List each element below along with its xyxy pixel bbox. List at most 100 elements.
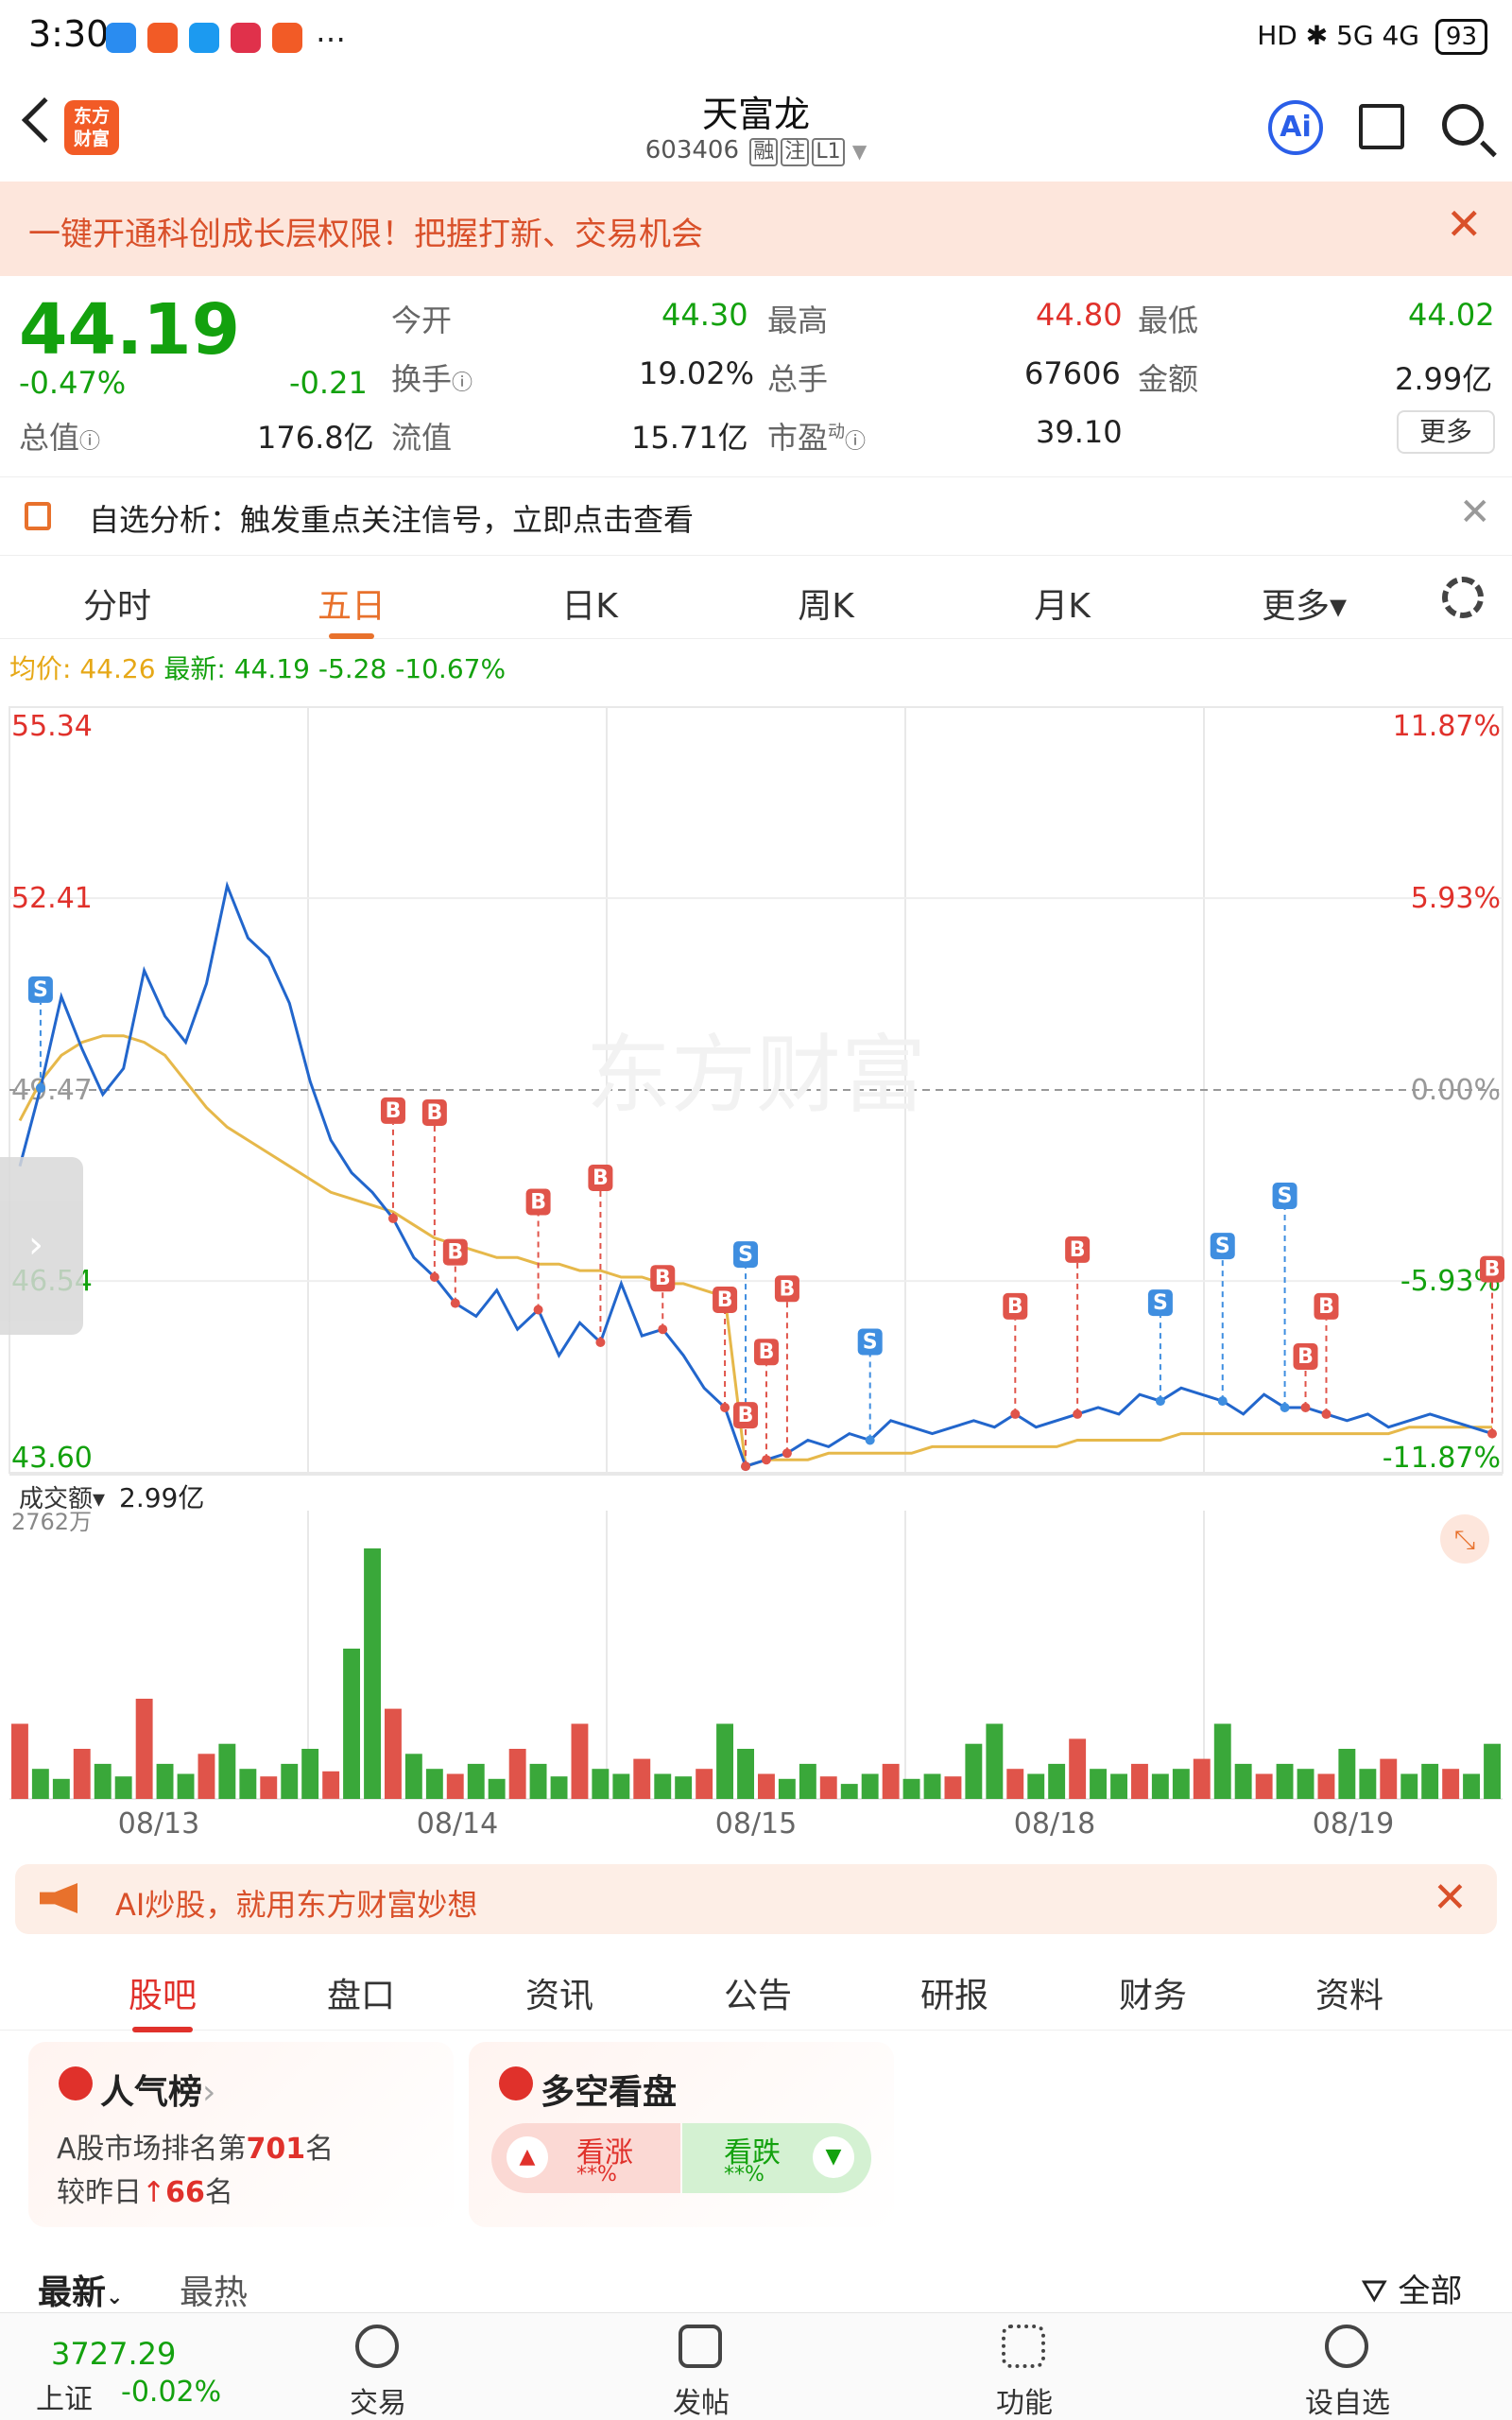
tab-more[interactable]: 更多▾: [1261, 587, 1348, 626]
filter-button[interactable]: ⛛ 全部: [1361, 2273, 1463, 2310]
volume-bar: [1090, 1769, 1107, 1799]
status-bar: 3:30 … HD ✱ 5G 4G 93: [0, 0, 1512, 76]
bull-button[interactable]: ▲ 看涨 **%: [491, 2123, 680, 2193]
volume-bar: [840, 1784, 858, 1799]
popularity-card[interactable]: 人气榜› A股市场排名第701名 较昨日↑66名: [28, 2042, 454, 2227]
tab-five-day[interactable]: 五日: [276, 579, 427, 639]
volume-bar: [1006, 1769, 1024, 1799]
signal-label: B: [655, 1267, 671, 1290]
tab-finance[interactable]: 财务: [1118, 1977, 1187, 2015]
status-right: HD ✱ 5G 4G 93: [1257, 19, 1487, 55]
volume-bar: [1151, 1773, 1169, 1799]
nav-functions[interactable]: 功能: [949, 2313, 1100, 2420]
signal-label: S: [738, 1243, 753, 1267]
index-change[interactable]: -0.02%: [121, 2376, 222, 2409]
trade-icon: [355, 2325, 399, 2368]
price-axis-label: 49.47: [11, 1074, 93, 1107]
close-icon[interactable]: ✕: [1446, 199, 1483, 250]
sell-signal-badge: [857, 1328, 883, 1356]
feed-header: 最新⌄ 最热 ⛛ 全部: [0, 2252, 1512, 2314]
volume-bar: [1359, 1769, 1377, 1799]
signal-dot: [782, 1448, 792, 1459]
volume-max-label: 2762万: [11, 1509, 92, 1535]
signal-label: S: [1215, 1235, 1230, 1258]
tab-research[interactable]: 研报: [919, 1977, 988, 2015]
volume-bar: [799, 1763, 816, 1799]
chart-icon: [59, 2066, 93, 2100]
volume-bar: [778, 1778, 796, 1799]
volume-bar: [114, 1776, 132, 1799]
rank-change-line: 较昨日↑66名: [57, 2176, 233, 2209]
volume-bar: [1338, 1749, 1356, 1799]
expand-icon: [1440, 1514, 1489, 1564]
volume-bar: [1131, 1763, 1148, 1799]
signal-dot: [720, 1403, 730, 1413]
edit-icon: [679, 2325, 722, 2368]
index-value[interactable]: 3727.29: [51, 2336, 177, 2372]
market-cap-label: 总值ⓘ: [19, 420, 101, 456]
change-percent: -0.47%: [19, 365, 127, 401]
volume-value: 67606: [1024, 355, 1121, 391]
volume-total: 2.99亿: [119, 1482, 204, 1513]
more-button[interactable]: 更多: [1397, 410, 1495, 454]
tab-daily-k[interactable]: 日K: [561, 587, 618, 626]
tab-forum[interactable]: 股吧: [96, 1968, 229, 2032]
info-icon[interactable]: ⓘ: [452, 372, 473, 395]
avg-label: 均价:: [9, 653, 72, 684]
nav-post[interactable]: 发帖: [626, 2313, 777, 2420]
signal-dot: [595, 1338, 606, 1348]
signal-dot: [35, 1082, 45, 1093]
volume-bar: [156, 1763, 174, 1799]
volume-bar: [385, 1708, 402, 1799]
volume-bar: [1380, 1758, 1398, 1799]
tab-intraday[interactable]: 分时: [82, 587, 151, 626]
volume-bar: [135, 1699, 153, 1799]
bull-label: 看涨: [576, 2136, 633, 2169]
tab-weekly-k[interactable]: 周K: [798, 587, 854, 626]
tab-monthly-k[interactable]: 月K: [1034, 587, 1091, 626]
analysis-strip[interactable]: 自选分析：触发重点关注信号，立即点击查看 ✕: [0, 476, 1512, 556]
sort-latest[interactable]: 最新⌄: [38, 2273, 124, 2312]
index-name[interactable]: 上证: [36, 2383, 93, 2416]
signal-dot: [1300, 1403, 1311, 1413]
ai-strip[interactable]: AI炒股，就用东方财富妙想 ✕: [15, 1864, 1497, 1934]
bear-button[interactable]: 看跌 **% ▼: [682, 2123, 871, 2193]
date-label: 08/14: [417, 1807, 498, 1841]
ai-button[interactable]: Ai: [1268, 100, 1323, 155]
caret-down-icon[interactable]: ▼: [851, 140, 868, 163]
turnover-label: 换手ⓘ: [391, 361, 473, 397]
tab-announcements[interactable]: 公告: [723, 1977, 792, 2015]
close-icon[interactable]: ✕: [1433, 1874, 1468, 1922]
signal-label: B: [593, 1167, 609, 1190]
sort-hot[interactable]: 最热: [180, 2273, 249, 2312]
sell-signal-badge: [1272, 1183, 1297, 1210]
promo-banner[interactable]: 一键开通科创成长层权限！把握打新、交易机会 ✕: [0, 182, 1512, 276]
nav-add-watchlist[interactable]: 设自选: [1272, 2313, 1423, 2420]
side-expand-handle[interactable]: ›: [0, 1157, 83, 1335]
network-icons: HD ✱ 5G 4G: [1257, 20, 1419, 51]
buy-signal-badge: [588, 1165, 613, 1192]
high-value: 44.80: [1036, 297, 1123, 333]
info-icon[interactable]: ⓘ: [79, 430, 101, 454]
signal-dot: [1321, 1409, 1332, 1419]
tab-orderbook[interactable]: 盘口: [326, 1977, 395, 2015]
buy-signal-badge: [525, 1188, 551, 1216]
close-icon[interactable]: ✕: [1459, 491, 1491, 534]
buy-signal-badge: [774, 1275, 799, 1303]
signal-label: B: [426, 1101, 442, 1125]
search-icon[interactable]: [1442, 104, 1484, 146]
signal-dot: [1073, 1409, 1083, 1419]
info-icon[interactable]: ⓘ: [845, 430, 867, 454]
nav-trade[interactable]: 交易: [302, 2313, 454, 2420]
share-icon[interactable]: [1359, 104, 1404, 149]
signal-dot: [387, 1213, 398, 1223]
high-label: 最高: [767, 302, 829, 338]
last-price: 44.19: [19, 289, 241, 371]
tab-profile[interactable]: 资料: [1314, 1977, 1383, 2015]
tab-news[interactable]: 资讯: [524, 1977, 593, 2015]
speaker-icon: [25, 502, 51, 530]
gear-icon[interactable]: [1442, 577, 1484, 618]
volume-bar: [467, 1763, 485, 1799]
buy-signal-badge: [380, 1097, 405, 1124]
